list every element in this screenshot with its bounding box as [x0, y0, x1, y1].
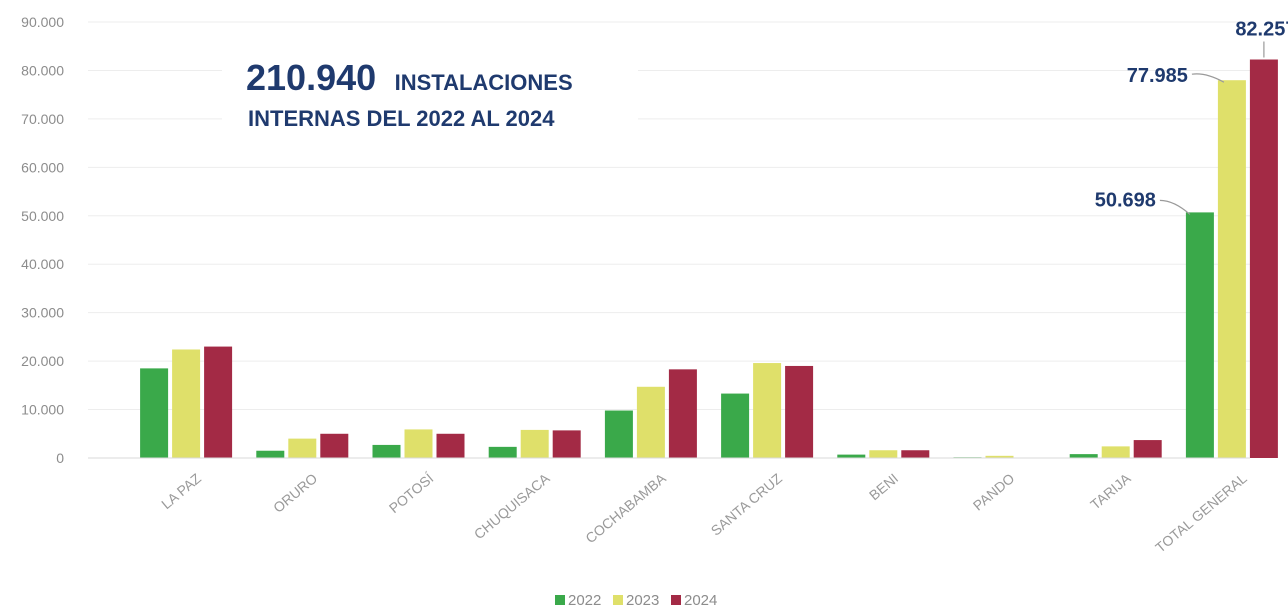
bar-2022 [721, 393, 750, 458]
callout-leader [1159, 199, 1191, 215]
bar-2024 [436, 433, 465, 458]
legend-swatch-2022 [555, 595, 565, 605]
bar-2023 [753, 363, 782, 458]
y-tick-label: 90.000 [21, 14, 64, 30]
bar-2023 [288, 438, 317, 458]
x-category-label: ORURO [270, 470, 320, 516]
bar-2022 [488, 446, 517, 458]
bar-2024 [668, 369, 697, 458]
legend-label-2023: 2023 [626, 592, 659, 609]
x-category-label: BENI [866, 470, 901, 503]
y-tick-label: 60.000 [21, 159, 64, 175]
bar-2024 [204, 346, 233, 458]
bar-2023 [869, 450, 898, 458]
y-tick-label: 40.000 [21, 256, 64, 272]
bar-2024 [552, 430, 581, 458]
legend-swatch-2024 [671, 595, 681, 605]
value-callout-2022: 50.698 [1095, 189, 1156, 211]
y-tick-label: 10.000 [21, 402, 64, 418]
x-category-label: PANDO [970, 470, 1018, 514]
legend-swatch-2023 [613, 595, 623, 605]
bar-2022 [604, 410, 633, 458]
bar-2023 [1217, 80, 1246, 459]
svg-text:210.940 INSTALACIONES: 210.940 INSTALACIONES [246, 57, 573, 98]
value-callout-2024: 82.257 [1235, 19, 1288, 41]
title-number: 210.940 [246, 57, 376, 98]
bar-2022 [372, 444, 401, 458]
y-axis-tick-labels: 0 10.000 20.000 30.000 40.000 50.000 60.000 70.… [21, 14, 64, 466]
bar-2023 [636, 386, 665, 458]
bar-2023 [404, 429, 433, 458]
bar-2024 [785, 365, 814, 458]
bar-2024 [320, 433, 349, 458]
y-tick-label: 30.000 [21, 305, 64, 321]
callout-leader [1191, 73, 1225, 83]
bar-2022 [140, 368, 169, 458]
bar-2022 [256, 450, 285, 458]
bar-2022 [1069, 454, 1098, 458]
y-tick-label: 50.000 [21, 208, 64, 224]
value-callout-2023: 77.985 [1127, 65, 1188, 87]
legend-label-2024: 2024 [684, 592, 717, 609]
bar-2022 [837, 454, 866, 458]
y-tick-label: 0 [56, 450, 64, 466]
x-axis-category-labels: LA PAZ ORURO POTOSÍ CHUQUISACA COCHABAMBA SAN… [158, 470, 1250, 556]
value-callouts: 50.698 77.985 82.257 [1095, 19, 1288, 215]
bar-2023 [985, 455, 1014, 458]
x-category-label: TOTAL GENERAL [1152, 470, 1250, 556]
title-line2: INTERNAS DEL 2022 AL 2024 [248, 106, 555, 131]
legend: 2022 2023 2024 [555, 592, 717, 609]
bars [140, 59, 1278, 459]
x-category-label: POTOSÍ [386, 470, 437, 516]
x-category-label: SANTA CRUZ [708, 470, 786, 539]
bar-2023 [520, 429, 549, 458]
bar-2022 [1185, 212, 1214, 458]
title-line1: INSTALACIONES [395, 70, 573, 95]
y-tick-label: 70.000 [21, 111, 64, 127]
x-category-label: TARIJA [1087, 470, 1134, 513]
bar-2024 [1133, 440, 1162, 458]
x-category-label: COCHABAMBA [582, 470, 669, 547]
bar-2023 [1101, 446, 1130, 458]
bar-2023 [172, 349, 201, 458]
bar-2024 [901, 450, 930, 458]
chart-title: 210.940 INSTALACIONES INTERNAS DEL 2022 … [222, 50, 638, 136]
x-category-label: LA PAZ [158, 470, 204, 512]
bar-2024 [1249, 59, 1278, 459]
y-tick-label: 20.000 [21, 353, 64, 369]
legend-label-2022: 2022 [568, 592, 601, 609]
x-category-label: CHUQUISACA [471, 470, 553, 543]
y-tick-label: 80.000 [21, 62, 64, 78]
